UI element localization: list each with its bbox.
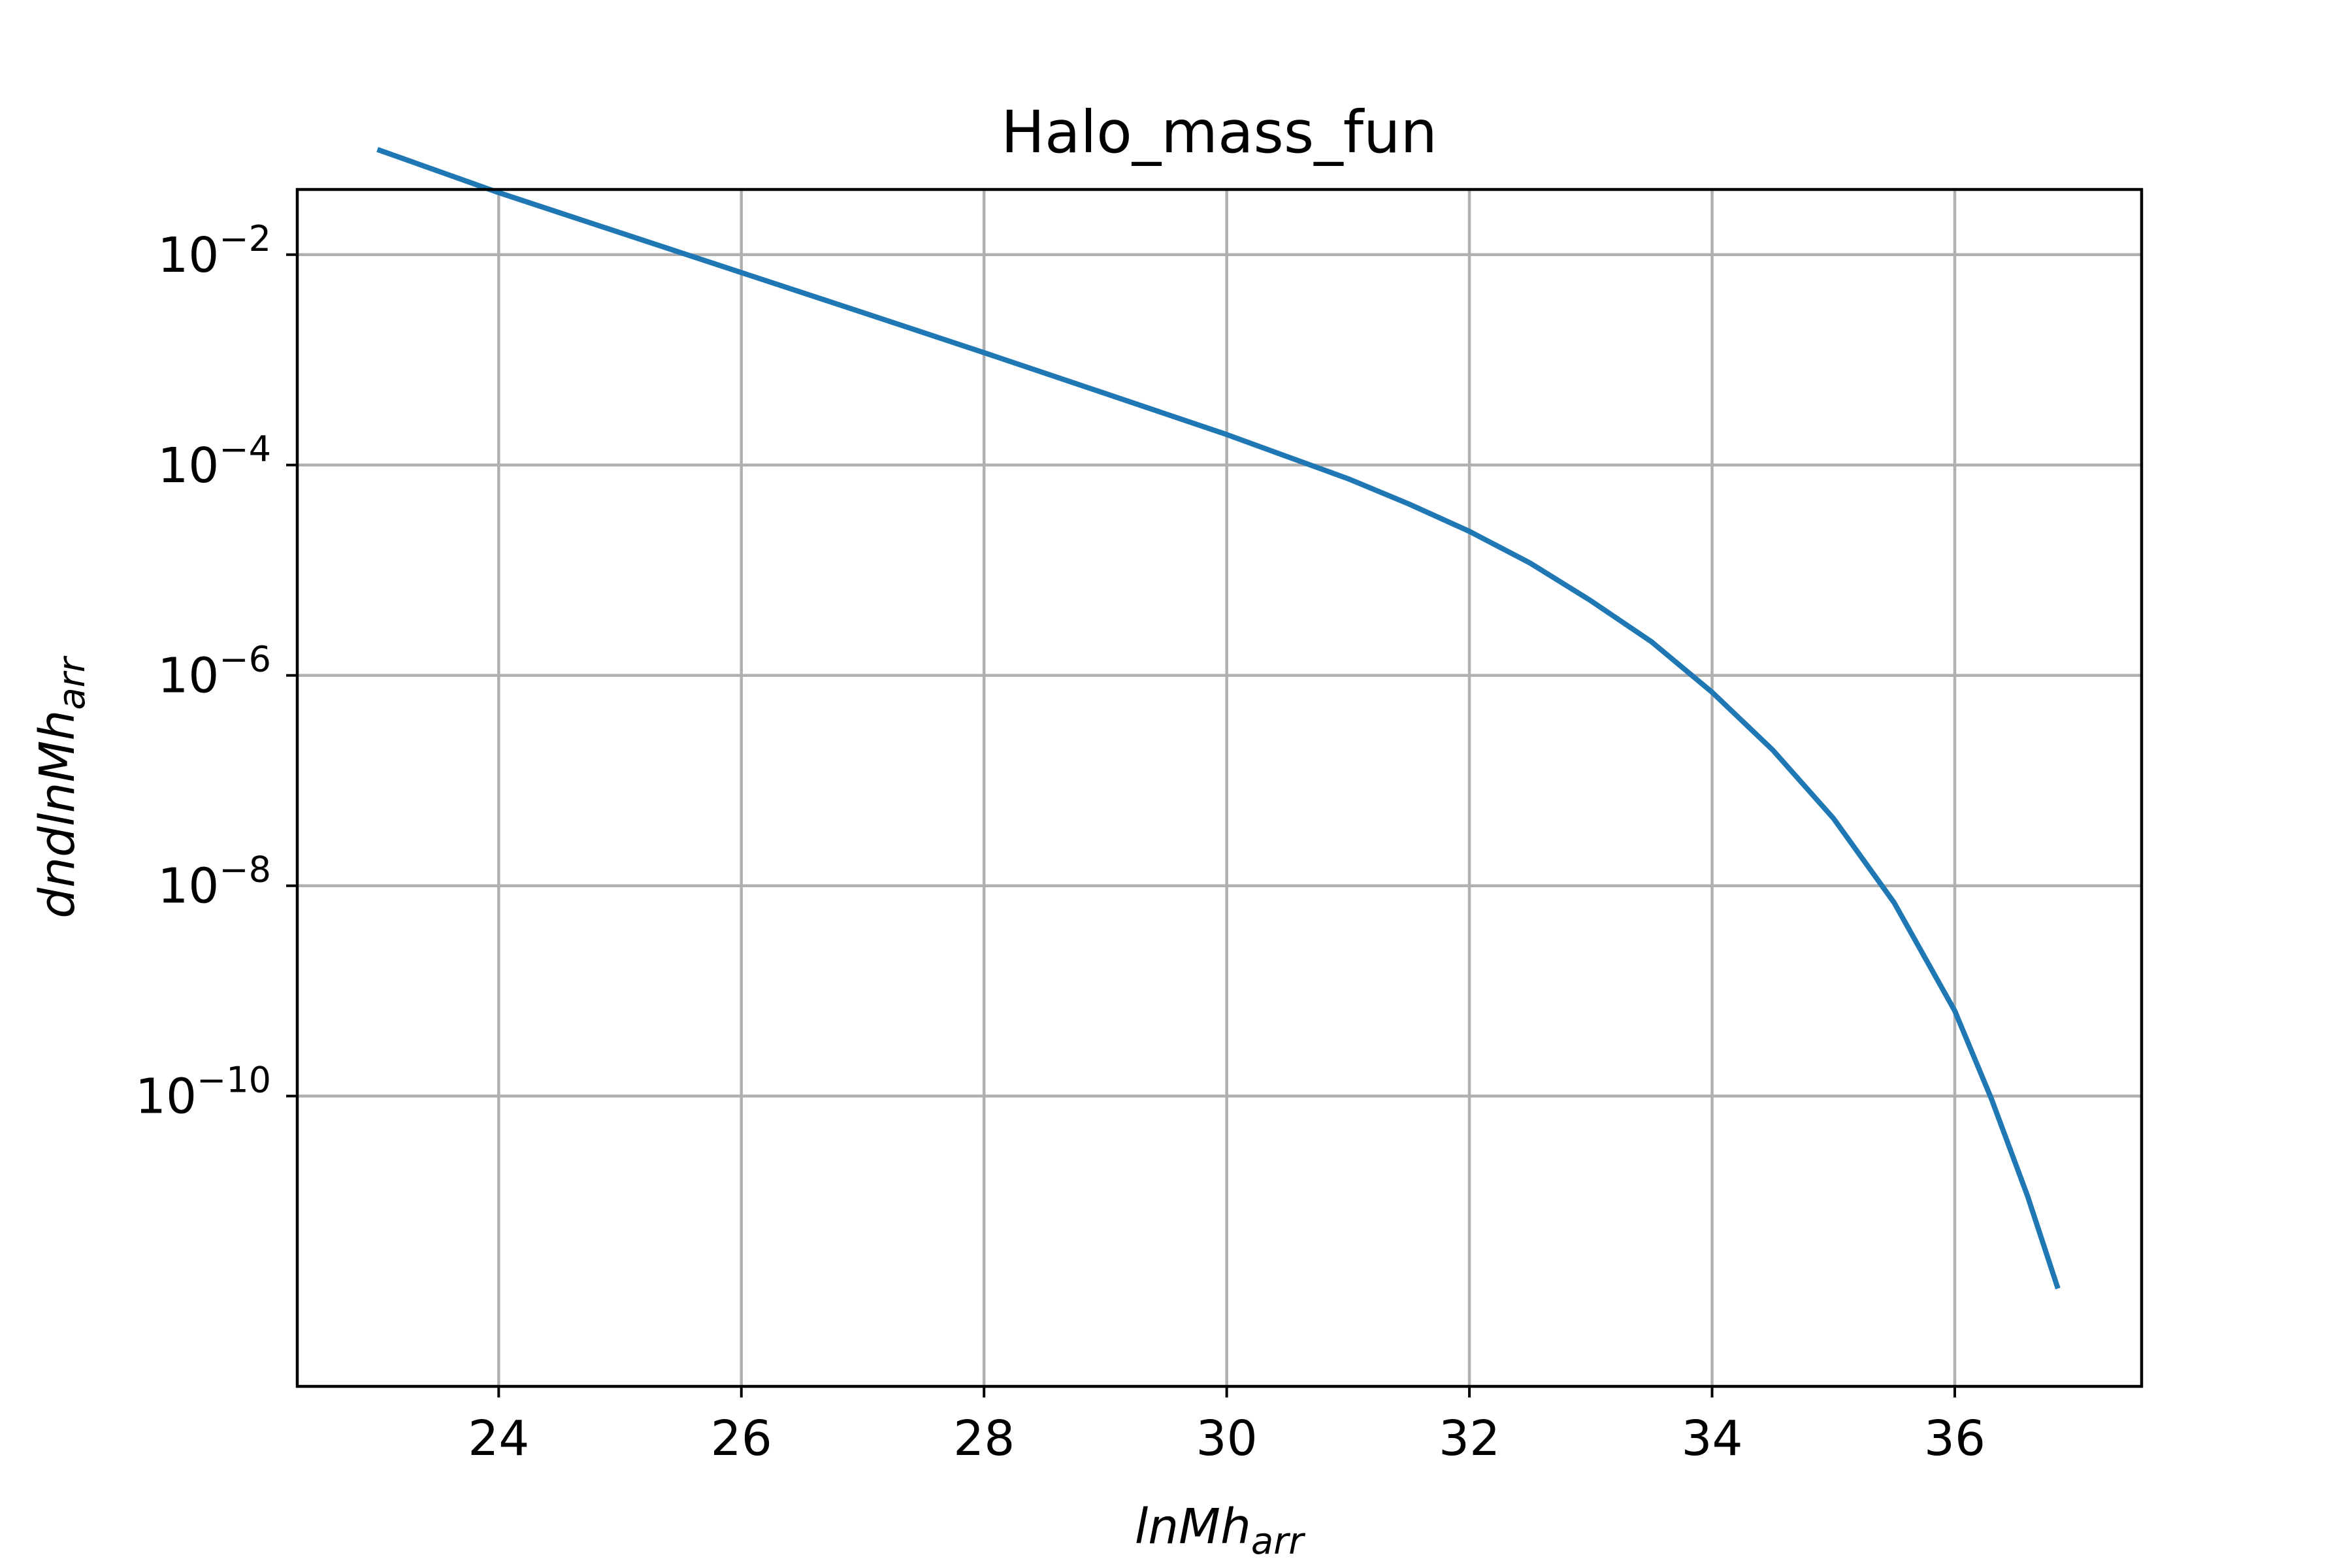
x-tick-label: 36 (1924, 1411, 1985, 1467)
x-axis-label-subscript: arr (1251, 1520, 1305, 1563)
plot-series (376, 147, 2061, 1290)
x-tick-label: 34 (1681, 1411, 1742, 1467)
y-axis-label: dndlnMharr (29, 655, 93, 918)
x-tick-label: 28 (953, 1411, 1015, 1467)
y-axis-label-subscript: arr (51, 655, 93, 710)
y-tick-label: 10−6 (157, 639, 271, 704)
y-tick-label: 10−8 (157, 849, 271, 915)
x-tick-label: 30 (1196, 1411, 1258, 1467)
y-axis-label-base: dndlnMh (29, 710, 86, 919)
y-tick-label: 10−10 (135, 1060, 271, 1125)
y-tick-label: 10−2 (157, 218, 271, 284)
axis-ticks (286, 253, 1956, 1397)
axis-tick-labels: 24 26 28 30 32 34 36 10−2 10−4 10−6 10−8 10−10 (135, 218, 1985, 1467)
x-tick-label: 26 (711, 1411, 772, 1467)
grid-lines (297, 189, 2142, 1386)
y-tick-label: 10−4 (157, 429, 271, 494)
x-axis-label-base: lnMh (1135, 1499, 1251, 1555)
plot-frame (295, 188, 2144, 1388)
series-line (376, 147, 2061, 1290)
chart-title: Halo_mass_fun (1001, 98, 1437, 166)
x-tick-label: 32 (1439, 1411, 1500, 1467)
x-tick-label: 24 (468, 1411, 529, 1467)
x-axis-label: lnMharr (1135, 1499, 1306, 1563)
